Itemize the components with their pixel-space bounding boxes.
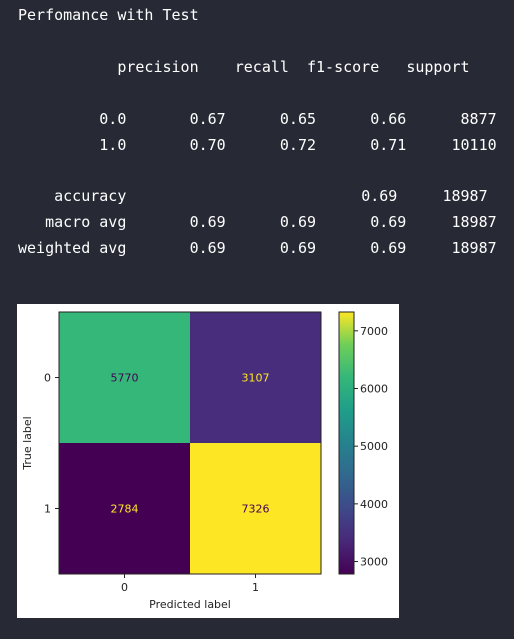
row-label: 1.0 [99, 135, 127, 154]
summary-f1-score: 0.69 [370, 213, 407, 232]
row-f1-score: 0.71 [370, 135, 407, 154]
row-recall: 0.72 [279, 135, 317, 154]
heatmap-cell-1-0 [59, 443, 190, 574]
confusion-matrix-svg: 5770 3107 2784 7326 0 1 0 1 Predicted label T… [21, 311, 388, 611]
x-tick-label: 0 [121, 581, 128, 594]
y-axis-label: True label [21, 416, 34, 470]
y-tick-label: 1 [44, 503, 51, 516]
summary-precision: 0.69 [189, 213, 226, 232]
header-support: support [406, 57, 470, 76]
row-support: 10110 [451, 135, 497, 154]
summary-support: 18987 [451, 213, 497, 232]
colorbar-tick-label: 7000 [360, 325, 388, 338]
summary-support: 18987 [451, 239, 497, 258]
heatmap-value-1-0: 2784 [111, 503, 139, 516]
row-f1-score: 0.66 [370, 109, 407, 128]
row-precision: 0.70 [189, 135, 226, 154]
row-precision: 0.67 [189, 109, 226, 128]
header-spacer [18, 58, 117, 76]
heatmap-value-1-1: 7326 [242, 503, 270, 516]
report-title: Perfomance with Test [18, 6, 199, 24]
header-precision: precision [117, 57, 199, 76]
row-label: 0.0 [99, 109, 127, 128]
summary-f1-score: 0.69 [361, 187, 398, 206]
row-recall: 0.65 [279, 109, 317, 128]
colorbar-tick-label: 3000 [360, 556, 388, 569]
heatmap-frame [58, 311, 322, 575]
classification-report: Perfomance with Test precision recall f1… [18, 3, 497, 262]
heatmap-cell-0-1 [190, 312, 321, 443]
heatmap-cell-1-1 [190, 443, 321, 574]
colorbar [338, 311, 355, 575]
confusion-matrix-figure: 5770 3107 2784 7326 0 1 0 1 Predicted label T… [17, 304, 399, 618]
summary-label-macro-avg: macro avg [45, 213, 127, 232]
summary-recall: 0.69 [279, 213, 317, 232]
heatmap-value-0-1: 3107 [242, 372, 270, 385]
summary-recall: 0.69 [279, 239, 317, 258]
summary-support: 18987 [442, 187, 488, 206]
header-recall: recall [234, 57, 289, 76]
x-axis-label: Predicted label [149, 598, 231, 611]
colorbar-tick-label: 5000 [360, 440, 388, 453]
x-tick-label: 1 [252, 581, 259, 594]
summary-f1-score: 0.69 [370, 239, 407, 258]
colorbar-tick-label: 4000 [360, 498, 388, 511]
summary-label-weighted-avg: weighted avg [18, 239, 127, 258]
colorbar-tick-label: 6000 [360, 382, 388, 395]
row-support: 8877 [460, 109, 497, 128]
heatmap-cell-0-0 [59, 312, 190, 443]
summary-label-accuracy: accuracy [54, 187, 127, 206]
header-f1-score: f1-score [307, 57, 380, 76]
summary-precision: 0.69 [189, 239, 226, 258]
heatmap-value-0-0: 5770 [111, 372, 139, 385]
y-tick-label: 0 [44, 372, 51, 385]
